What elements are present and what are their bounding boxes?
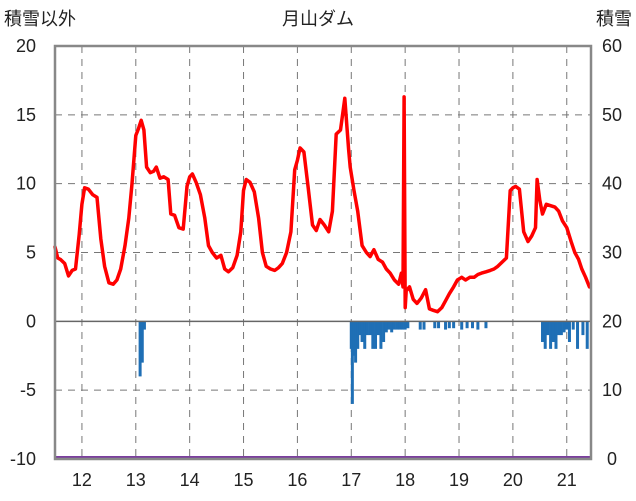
right-tick-label: 10 <box>602 380 622 400</box>
bar <box>395 321 399 330</box>
bar <box>371 321 375 349</box>
bar <box>140 321 144 363</box>
bar <box>382 321 386 342</box>
x-tick-label: 19 <box>449 470 469 490</box>
bar <box>392 321 396 330</box>
bar <box>581 321 585 336</box>
x-tick-label: 14 <box>180 470 200 490</box>
x-tick-label: 18 <box>395 470 415 490</box>
x-tick-label: 17 <box>341 470 361 490</box>
bar <box>444 321 448 330</box>
bar <box>363 321 367 349</box>
left-tick-label: 5 <box>26 243 36 263</box>
bar <box>352 321 356 356</box>
bar <box>418 321 422 330</box>
x-tick-label: 13 <box>126 470 146 490</box>
right-tick-label: 20 <box>602 311 622 331</box>
bar <box>390 321 394 333</box>
bar <box>476 321 480 330</box>
bar <box>406 321 410 329</box>
right-tick-label: 40 <box>602 174 622 194</box>
bar <box>465 321 469 329</box>
bar <box>387 321 391 330</box>
x-tick-label: 20 <box>503 470 523 490</box>
right-tick-label: 30 <box>602 243 622 263</box>
bar <box>565 321 569 330</box>
bar <box>354 321 358 363</box>
left-tick-label: -5 <box>20 380 36 400</box>
chart-title: 月山ダム <box>282 9 354 30</box>
bar <box>433 321 437 329</box>
bar <box>484 321 488 329</box>
bar <box>543 321 547 349</box>
bar <box>376 321 380 336</box>
bar <box>559 321 563 336</box>
bar-series <box>138 321 589 404</box>
bar <box>551 321 555 342</box>
right-tick-label: 0 <box>607 449 617 469</box>
left-tick-label: 10 <box>16 174 36 194</box>
bar <box>398 321 402 330</box>
bar <box>368 321 372 336</box>
grid <box>55 46 591 459</box>
x-tick-label: 16 <box>287 470 307 490</box>
bar <box>470 321 474 329</box>
right-tick-label: 50 <box>602 105 622 125</box>
bar <box>358 321 362 336</box>
left-tick-label: 20 <box>16 36 36 56</box>
plot-frame <box>53 44 593 461</box>
left-axis-ticks: -10 -5 0 5 10 15 20 <box>10 36 36 469</box>
bar <box>403 321 407 330</box>
bar <box>554 321 558 349</box>
bar <box>384 321 388 333</box>
bar <box>576 321 580 349</box>
series-line <box>53 95 592 314</box>
x-tick-label: 21 <box>557 470 577 490</box>
bar <box>138 321 142 377</box>
bar <box>567 321 571 342</box>
line-series <box>53 95 592 314</box>
bar <box>422 321 426 330</box>
left-axis-title: 積雪以外 <box>4 9 76 30</box>
bar <box>549 321 553 349</box>
right-axis-title: 積雪 <box>596 9 632 30</box>
bar <box>379 321 383 349</box>
bar <box>557 321 561 336</box>
bar <box>360 321 364 342</box>
bar <box>585 321 589 349</box>
bar <box>541 321 545 342</box>
left-tick-label: 15 <box>16 105 36 125</box>
bar <box>365 321 369 336</box>
x-axis-ticks: 12 13 14 15 16 17 18 19 20 21 <box>72 470 577 490</box>
left-tick-label: -10 <box>10 449 36 469</box>
bar <box>437 321 441 329</box>
bar <box>546 321 550 336</box>
bar <box>356 321 360 349</box>
x-tick-label: 15 <box>234 470 254 490</box>
right-tick-label: 60 <box>602 36 622 56</box>
bar <box>374 321 378 349</box>
bar <box>562 321 566 333</box>
bar <box>400 321 404 330</box>
left-tick-label: 0 <box>26 311 36 331</box>
bar <box>350 321 354 404</box>
bar <box>460 321 464 330</box>
bar <box>452 321 456 329</box>
bar <box>447 321 451 329</box>
bar <box>571 321 575 330</box>
frame-rect <box>53 44 593 461</box>
right-axis-ticks: 0 10 20 30 40 50 60 <box>602 36 622 469</box>
x-tick-label: 12 <box>72 470 92 490</box>
bar <box>142 321 146 330</box>
